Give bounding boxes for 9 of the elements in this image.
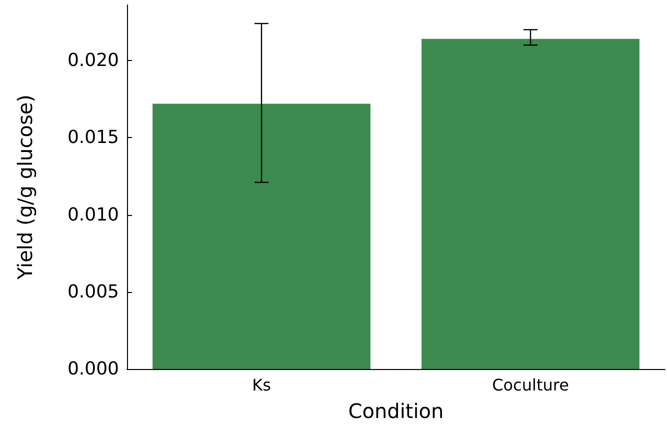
y-tick-label: 0.020 [67,50,119,72]
y-tick-label: 0.010 [67,204,119,226]
y-axis-title: Yield (g/g glucose) [13,94,37,280]
x-tick-label: Ks [252,376,271,394]
y-tick-label: 0.005 [67,281,119,302]
y-tick-label: 0.000 [67,358,119,380]
y-tick-label: 0.015 [67,127,119,148]
x-tick-label: Coculture [492,376,569,394]
x-axis-title: Condition [348,399,444,423]
